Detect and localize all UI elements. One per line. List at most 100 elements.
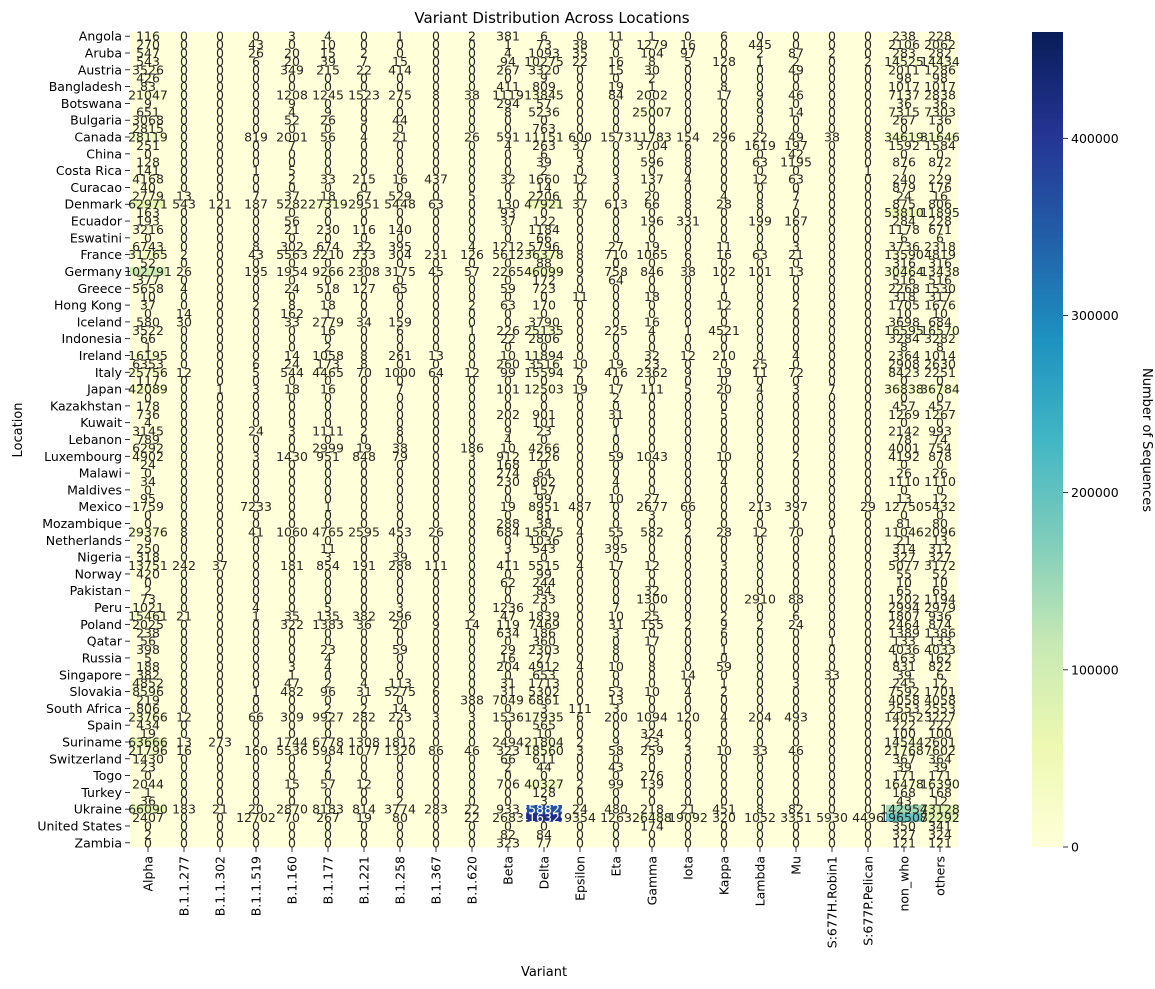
heatmap-cell: [346, 359, 383, 369]
heatmap-cell: [886, 393, 923, 403]
heatmap-cell: [166, 653, 203, 663]
heatmap-cell: [202, 309, 239, 319]
heatmap-cell: [490, 704, 527, 713]
heatmap-cell: [382, 561, 419, 571]
heatmap-cell: [346, 544, 383, 554]
heatmap-cell: [634, 704, 671, 713]
heatmap-cell: [274, 401, 311, 411]
heatmap-cell: [886, 351, 923, 361]
heatmap-cell: [562, 309, 599, 319]
heatmap-cell: [706, 527, 743, 537]
heatmap-cell: [670, 636, 707, 646]
heatmap-cell: [850, 401, 887, 411]
heatmap-cell: [454, 746, 491, 755]
heatmap-cell: [778, 174, 815, 184]
heatmap-cell: [130, 410, 167, 419]
heatmap-cell: [526, 754, 563, 764]
heatmap-cell: [922, 326, 959, 335]
heatmap-cell: [310, 519, 347, 529]
heatmap-cell: [526, 452, 563, 461]
heatmap-cell: [814, 485, 851, 495]
heatmap-cell: [238, 569, 275, 579]
heatmap-cell: [742, 208, 779, 218]
heatmap-cell: [454, 468, 491, 478]
heatmap-cell: [778, 149, 815, 159]
heatmap-cell: [130, 494, 167, 503]
heatmap-cell: [382, 174, 419, 184]
heatmap-cell: [886, 611, 923, 621]
heatmap-cell: [742, 468, 779, 478]
heatmap-cell: [310, 132, 347, 142]
heatmap-cell: [742, 426, 779, 436]
heatmap-cell: [166, 48, 203, 58]
heatmap-cell: [886, 141, 923, 151]
heatmap-cell: [490, 452, 527, 461]
heatmap-cell: [886, 620, 923, 629]
heatmap-cell: [886, 166, 923, 176]
heatmap-cell: [490, 645, 527, 655]
heatmap-cell: [634, 32, 671, 41]
heatmap-cell: [310, 141, 347, 151]
heatmap-cell: [418, 393, 455, 403]
heatmap-cell: [886, 174, 923, 184]
heatmap-cell: [598, 645, 635, 655]
y-tick-label: Zambia: [75, 835, 122, 850]
heatmap-cell: [490, 292, 527, 302]
heatmap-cell: [274, 57, 311, 67]
heatmap-cell: [634, 762, 671, 772]
heatmap-cell: [670, 65, 707, 75]
heatmap-cell: [634, 74, 671, 83]
heatmap-cell: [238, 124, 275, 134]
heatmap-cell: [346, 267, 383, 277]
x-tick-label: B.1.177: [321, 856, 336, 904]
heatmap-cell: [490, 569, 527, 579]
heatmap-cell: [562, 74, 599, 83]
heatmap-cell: [418, 762, 455, 772]
heatmap-cell: [598, 393, 635, 403]
heatmap-cell: [238, 485, 275, 495]
heatmap-cell: [670, 208, 707, 218]
heatmap-cell: [310, 233, 347, 243]
heatmap-cell: [670, 712, 707, 722]
heatmap-cell: [886, 368, 923, 377]
heatmap-cell: [778, 216, 815, 226]
heatmap-cell: [490, 258, 527, 268]
heatmap-cell: [238, 494, 275, 503]
heatmap-cell: [778, 687, 815, 697]
heatmap-cell: [778, 258, 815, 268]
heatmap-cell: [598, 502, 635, 512]
heatmap-cell: [166, 384, 203, 394]
heatmap-cell: [382, 200, 419, 209]
heatmap-cell: [850, 275, 887, 285]
heatmap-cell: [850, 519, 887, 529]
heatmap-cell: [418, 536, 455, 545]
heatmap-cell: [166, 578, 203, 587]
heatmap-cell: [886, 477, 923, 487]
heatmap-cell: [130, 762, 167, 772]
heatmap-cell: [598, 452, 635, 461]
heatmap-cell: [922, 384, 959, 394]
heatmap-cell: [454, 141, 491, 151]
heatmap-cell: [634, 99, 671, 109]
heatmap-cell: [850, 426, 887, 436]
heatmap-cell: [490, 384, 527, 394]
heatmap-cell: [454, 174, 491, 184]
heatmap-cell: [490, 485, 527, 495]
heatmap-cell: [598, 233, 635, 243]
heatmap-cell: [526, 426, 563, 436]
heatmap-cell: [166, 250, 203, 260]
heatmap-cell: [814, 326, 851, 335]
heatmap-cell: [490, 40, 527, 50]
heatmap-cell: [814, 460, 851, 470]
heatmap-cell: [346, 57, 383, 67]
heatmap-cell: [526, 116, 563, 125]
heatmap-cell: [814, 384, 851, 394]
heatmap-cell: [598, 74, 635, 83]
heatmap-cell: [526, 40, 563, 50]
heatmap-cell: [634, 468, 671, 478]
heatmap-cell: [814, 90, 851, 100]
heatmap-cell: [454, 645, 491, 655]
heatmap-cell: [922, 435, 959, 445]
heatmap-cell: [778, 536, 815, 545]
heatmap-cell: [670, 754, 707, 764]
